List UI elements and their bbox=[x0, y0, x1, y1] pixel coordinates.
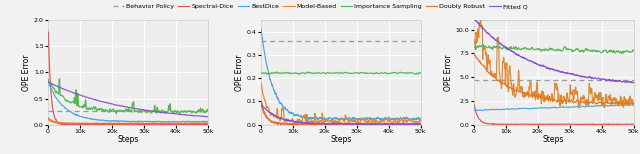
X-axis label: Steps: Steps bbox=[543, 135, 564, 144]
Y-axis label: OPE Error: OPE Error bbox=[444, 54, 453, 91]
Y-axis label: OPE Error: OPE Error bbox=[22, 54, 31, 91]
X-axis label: Steps: Steps bbox=[117, 135, 139, 144]
X-axis label: Steps: Steps bbox=[330, 135, 351, 144]
Y-axis label: OPE Error: OPE Error bbox=[235, 54, 244, 91]
Legend: Behavior Policy, Spectral-Dice, BestDice, Model-Based, Importance Sampling, Doub: Behavior Policy, Spectral-Dice, BestDice… bbox=[110, 2, 530, 12]
